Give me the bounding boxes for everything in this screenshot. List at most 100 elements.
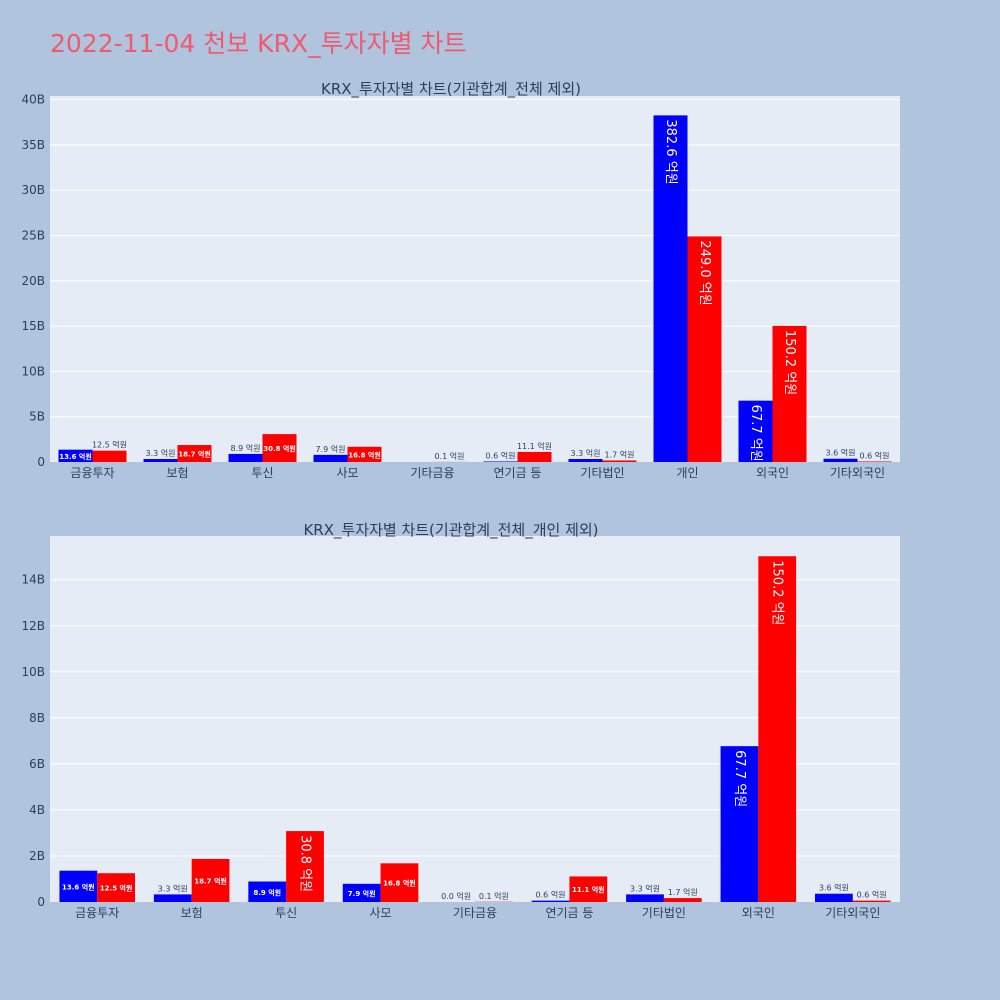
x-tick-label: 사모 <box>370 906 392 920</box>
bar <box>602 460 637 462</box>
y-tick-label: 5B <box>29 410 45 424</box>
data-label: 8.9 억원 <box>253 888 281 897</box>
bar <box>687 236 722 462</box>
data-label: 7.9 억원 <box>348 889 376 898</box>
data-label: 30.8 억원 <box>298 835 313 892</box>
data-label: 1.7 억원 <box>668 887 698 897</box>
bar <box>177 445 212 462</box>
data-label: 67.7 억원 <box>732 750 747 807</box>
data-label: 3.6 억원 <box>826 448 856 458</box>
data-label: 30.8 억원 <box>263 444 296 453</box>
y-tick-label: 15B <box>21 319 45 333</box>
bar <box>143 459 178 462</box>
x-tick-label: 투신 <box>275 906 297 920</box>
data-label: 16.8 억원 <box>383 879 416 888</box>
x-tick-label: 기타법인 <box>580 466 624 480</box>
bar <box>92 450 127 462</box>
data-label: 0.0 억원 <box>441 891 471 901</box>
chart-title: KRX_투자자별 차트(기관합계_전체_개인 제외) <box>303 521 598 540</box>
y-tick-label: 40B <box>21 93 45 107</box>
x-tick-label: 기타금융 <box>453 906 497 920</box>
bar <box>228 453 263 462</box>
data-label: 3.3 억원 <box>630 883 660 893</box>
x-tick-label: 개인 <box>676 466 698 480</box>
bar <box>653 115 688 462</box>
data-label: 16.8 억원 <box>348 450 381 459</box>
data-label: 3.3 억원 <box>571 448 601 458</box>
x-tick-label: 기타법인 <box>642 906 686 920</box>
data-label: 7.9 억원 <box>316 444 346 454</box>
x-tick-label: 금융투자 <box>70 466 114 480</box>
data-label: 0.6 억원 <box>486 450 516 460</box>
page-title: 2022-11-04 천보 KRX_투자자별 차트 <box>50 29 467 58</box>
data-label: 150.2 억원 <box>782 330 797 395</box>
x-tick-label: 금융투자 <box>75 906 119 920</box>
x-tick-label: 외국인 <box>756 466 789 480</box>
chart-1: 0 5B 10B 15B 20B 25B 30B 35B 40B KRX_투자자별 차트(기관합계… <box>21 80 900 480</box>
x-tick-label: 기타외국인 <box>825 906 880 920</box>
y-tick-label: 12B <box>21 619 45 633</box>
bar <box>313 454 348 462</box>
y-tick-label: 25B <box>21 229 45 243</box>
data-label: 3.3 억원 <box>146 448 176 458</box>
bar <box>248 881 287 902</box>
data-label: 67.7 억원 <box>748 405 763 462</box>
bar <box>852 900 891 902</box>
data-label: 3.6 억원 <box>819 883 849 893</box>
y-tick-label: 30B <box>21 183 45 197</box>
bar <box>758 556 797 902</box>
y-tick-label: 10B <box>21 364 45 378</box>
chart-2: 0 2B 4B 6B 8B 10B 12B 14B KRX_투자자별 차트(기관합계_전체_개인… <box>21 521 900 920</box>
x-tick-label: 보험 <box>181 906 203 920</box>
data-label: 18.7 억원 <box>178 450 211 459</box>
bar <box>517 451 552 462</box>
y-tick-label: 8B <box>29 711 45 725</box>
bar <box>347 446 382 462</box>
data-label: 3.3 억원 <box>158 883 188 893</box>
bar <box>262 434 297 462</box>
x-tick-label: 외국인 <box>742 906 775 920</box>
data-label: 0.1 억원 <box>435 451 465 461</box>
bar <box>483 461 518 462</box>
data-label: 150.2 억원 <box>770 560 785 625</box>
y-tick-label: 2B <box>29 849 45 863</box>
data-label: 12.5 억원 <box>92 440 127 450</box>
data-label: 249.0 억원 <box>697 240 712 305</box>
bar <box>568 459 603 462</box>
data-label: 0.6 억원 <box>860 450 890 460</box>
data-label: 0.6 억원 <box>857 890 887 900</box>
data-label: 382.6 억원 <box>663 119 678 184</box>
x-tick-label: 사모 <box>336 466 358 480</box>
bar <box>59 870 98 902</box>
bar <box>153 894 192 902</box>
bar <box>531 900 570 902</box>
data-label: 13.6 억원 <box>62 882 95 891</box>
bar <box>97 873 135 902</box>
bar <box>720 746 759 902</box>
data-label: 12.5 억원 <box>100 884 133 893</box>
chart-title: KRX_투자자별 차트(기관합계_전체 제외) <box>321 80 581 99</box>
bar <box>738 400 773 462</box>
bar <box>286 831 324 902</box>
bar <box>342 883 381 902</box>
y-tick-label: 4B <box>29 803 45 817</box>
bar <box>58 449 93 462</box>
bar <box>191 858 230 902</box>
y-tick-label: 20B <box>21 274 45 288</box>
y-tick-label: 35B <box>21 138 45 152</box>
y-tick-label: 10B <box>21 665 45 679</box>
y-tick-label: 14B <box>21 573 45 587</box>
data-label: 0.6 억원 <box>536 890 566 900</box>
bar <box>772 325 807 462</box>
x-tick-label: 투신 <box>251 466 273 480</box>
x-tick-label: 보험 <box>166 466 188 480</box>
x-tick-label: 기타외국인 <box>830 466 885 480</box>
bar <box>815 893 853 902</box>
data-label: 0.1 억원 <box>479 891 509 901</box>
y-tick-label: 0 <box>37 455 45 469</box>
x-tick-label: 연기금 등 <box>494 466 542 480</box>
data-label: 1.7 억원 <box>605 449 635 459</box>
bar <box>663 898 702 902</box>
bar <box>569 876 608 902</box>
